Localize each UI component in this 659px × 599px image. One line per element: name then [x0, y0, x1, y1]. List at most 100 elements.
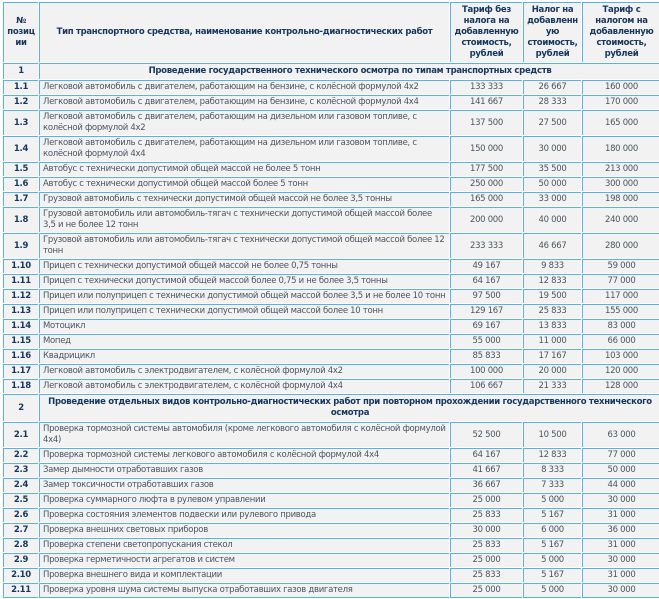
row-description: Проверка состояния элементов подвески ил…	[39, 508, 449, 522]
row-description: Прицеп с технически допустимой общей мас…	[39, 259, 449, 273]
vat-amount: 30 000	[523, 136, 581, 161]
tariff-with-vat: 280 000	[582, 233, 659, 258]
column-header-position: № позиции	[3, 2, 38, 62]
column-header-tariff-no-vat: Тариф без налога на добавленную стоимост…	[450, 2, 522, 62]
vat-amount: 13 833	[523, 319, 581, 333]
row-description: Грузовой автомобиль с технически допусти…	[39, 192, 449, 206]
row-description: Прицеп или полуприцеп с технически допус…	[39, 304, 449, 318]
table-row: 1.4 Легковой автомобиль с двигателем, раб…	[3, 136, 659, 161]
row-description: Мопед	[39, 334, 449, 348]
table-row: 1.9 Грузовой автомобиль или автомобиль-тя…	[3, 233, 659, 258]
tariff-with-vat: 300 000	[582, 177, 659, 191]
column-header-vat: Налог на добавленную стоимость, рублей	[523, 2, 581, 62]
row-number: 1.4	[3, 136, 38, 161]
row-description: Замер дымности отработавших газов	[39, 463, 449, 477]
vat-amount: 10 500	[523, 422, 581, 447]
vat-amount: 28 333	[523, 95, 581, 109]
tariff-without-vat: 133 333	[450, 80, 522, 94]
row-number: 1.13	[3, 304, 38, 318]
row-number: 1.8	[3, 207, 38, 232]
vat-amount: 6 000	[523, 523, 581, 537]
row-number: 1.16	[3, 349, 38, 363]
tariff-with-vat: 128 000	[582, 379, 659, 393]
vat-amount: 11 000	[523, 334, 581, 348]
row-description: Легковой автомобиль с электродвигателем,…	[39, 379, 449, 393]
row-description: Проверка степени светопропускания стекол	[39, 538, 449, 552]
row-number: 2.4	[3, 478, 38, 492]
vat-amount: 12 833	[523, 448, 581, 462]
row-description: Проверка суммарного люфта в рулевом упра…	[39, 493, 449, 507]
tariff-without-vat: 25 833	[450, 508, 522, 522]
vat-amount: 21 333	[523, 379, 581, 393]
row-number: 1.14	[3, 319, 38, 333]
table-row: 2.3 Замер дымности отработавших газов 41 6…	[3, 463, 659, 477]
table-row: 1.10 Прицеп с технически допустимой общей…	[3, 259, 659, 273]
section-row: 2 Проведение отдельных видов контрольно-д…	[3, 394, 659, 421]
vat-amount: 5 000	[523, 553, 581, 567]
tariff-without-vat: 52 500	[450, 422, 522, 447]
row-description: Замер токсичности отработавших газов	[39, 478, 449, 492]
vat-amount: 5 167	[523, 568, 581, 582]
tariff-with-vat: 160 000	[582, 80, 659, 94]
tariff-with-vat: 155 000	[582, 304, 659, 318]
section-number: 1	[3, 63, 38, 79]
row-description: Проверка тормозной системы автомобиля (к…	[39, 422, 449, 447]
row-description: Легковой автомобиль с двигателем, работа…	[39, 95, 449, 109]
row-number: 1.6	[3, 177, 38, 191]
row-description: Автобус с технически допустимой общей ма…	[39, 162, 449, 176]
tariff-without-vat: 25 000	[450, 583, 522, 598]
vat-amount: 7 333	[523, 478, 581, 492]
row-number: 1.18	[3, 379, 38, 393]
vat-amount: 12 833	[523, 274, 581, 288]
row-description: Грузовой автомобиль или автомобиль-тягач…	[39, 207, 449, 232]
tariff-without-vat: 49 167	[450, 259, 522, 273]
row-description: Проверка герметичности агрегатов и систе…	[39, 553, 449, 567]
tariff-with-vat: 180 000	[582, 136, 659, 161]
tariff-without-vat: 36 667	[450, 478, 522, 492]
row-description: Квадрицикл	[39, 349, 449, 363]
tariff-without-vat: 177 500	[450, 162, 522, 176]
tariff-without-vat: 100 000	[450, 364, 522, 378]
row-number: 2.2	[3, 448, 38, 462]
tariff-without-vat: 30 000	[450, 523, 522, 537]
table-row: 2.1 Проверка тормозной системы автомобиля…	[3, 422, 659, 447]
row-number: 1.1	[3, 80, 38, 94]
table-row: 1.17 Легковой автомобиль с электродвигате…	[3, 364, 659, 378]
table-row: 1.13 Прицеп или полуприцеп с технически д…	[3, 304, 659, 318]
table-row: 1.18 Легковой автомобиль с электродвигате…	[3, 379, 659, 393]
tariff-with-vat: 120 000	[582, 364, 659, 378]
row-number: 1.15	[3, 334, 38, 348]
vat-amount: 33 000	[523, 192, 581, 206]
tariff-without-vat: 141 667	[450, 95, 522, 109]
section-title: Проведение отдельных видов контрольно-ди…	[39, 394, 659, 421]
tariff-with-vat: 63 000	[582, 422, 659, 447]
tariff-with-vat: 66 000	[582, 334, 659, 348]
row-description: Проверка внешних световых приборов	[39, 523, 449, 537]
table-row: 1.11 Прицеп с технически допустимой общей…	[3, 274, 659, 288]
vat-amount: 46 667	[523, 233, 581, 258]
tariff-with-vat: 31 000	[582, 568, 659, 582]
tariff-with-vat: 198 000	[582, 192, 659, 206]
row-number: 2.5	[3, 493, 38, 507]
tariff-with-vat: 30 000	[582, 493, 659, 507]
vat-amount: 5 000	[523, 493, 581, 507]
table-row: 1.6 Автобус с технически допустимой общей…	[3, 177, 659, 191]
row-description: Грузовой автомобиль или автомобиль-тягач…	[39, 233, 449, 258]
tariff-without-vat: 85 833	[450, 349, 522, 363]
column-header-tariff-with-vat: Тариф с налогом на добавленную стоимость…	[582, 2, 659, 62]
row-description: Проверка внешнего вида и комплектации	[39, 568, 449, 582]
tariff-without-vat: 41 667	[450, 463, 522, 477]
tariff-with-vat: 170 000	[582, 95, 659, 109]
tariff-without-vat: 64 167	[450, 448, 522, 462]
vat-amount: 20 000	[523, 364, 581, 378]
row-number: 1.3	[3, 110, 38, 135]
row-number: 2.3	[3, 463, 38, 477]
row-description: Мотоцикл	[39, 319, 449, 333]
vat-amount: 5 000	[523, 583, 581, 598]
vat-amount: 19 500	[523, 289, 581, 303]
tariff-with-vat: 117 000	[582, 289, 659, 303]
row-description: Легковой автомобиль с двигателем, работа…	[39, 110, 449, 135]
table-row: 1.12 Прицеп или полуприцеп с технически д…	[3, 289, 659, 303]
tariff-without-vat: 97 500	[450, 289, 522, 303]
